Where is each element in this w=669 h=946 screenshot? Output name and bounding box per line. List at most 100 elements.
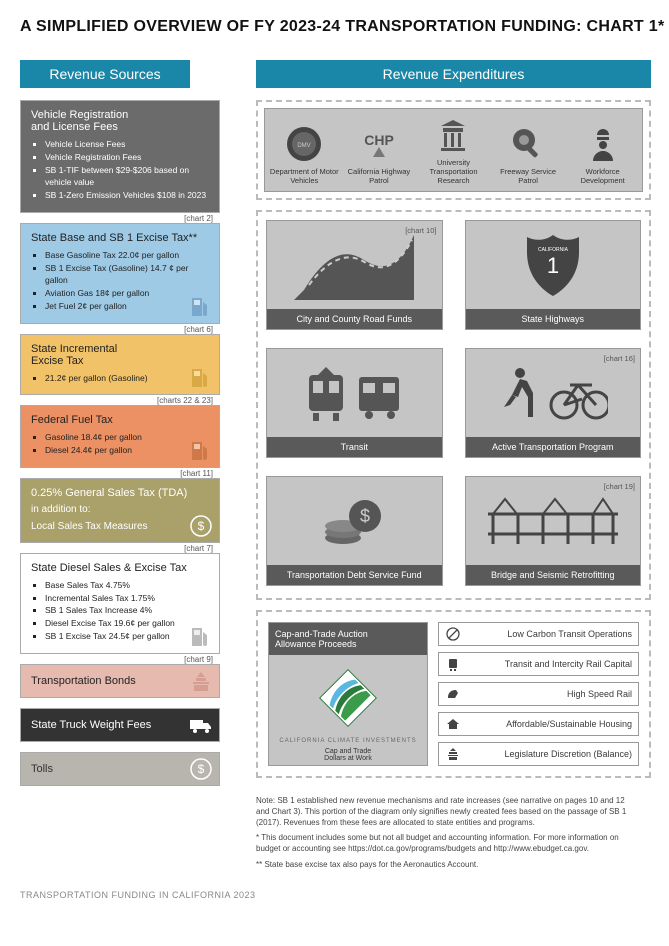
source-general-sales-tax: [chart 11] 0.25% General Sales Tax (TDA)… xyxy=(20,478,220,543)
cap-logo-text: CALIFORNIA CLIMATE INVESTMENTS xyxy=(279,738,416,744)
src-diesel-item: Base Sales Tax 4.75% xyxy=(45,579,209,592)
tile-active-transportation: [chart 16] Active Transportation Program xyxy=(465,348,642,458)
house-icon xyxy=(445,717,461,731)
source-incremental-excise: [chart 6] State Incremental Excise Tax 2… xyxy=(20,334,220,396)
src-tolls-title: Tolls xyxy=(31,763,209,775)
revenue-expenditures-header: Revenue Expenditures xyxy=(256,60,651,88)
train-icon xyxy=(445,657,461,671)
chart-ref: [charts 22 & 23] xyxy=(157,396,213,405)
src-excise-item: Aviation Gas 18¢ per gallon xyxy=(45,287,209,300)
tile-bridge-seismic: [chart 19] Bridge and Seismic Retrofitti… xyxy=(465,476,642,586)
chart-ref: [chart 2] xyxy=(184,214,213,223)
tile-city-county-roads: [chart 10] City and County Road Funds xyxy=(266,220,443,330)
cap-item-label: Transit and Intercity Rail Capital xyxy=(467,659,632,669)
dollar-circle-icon: $ xyxy=(187,514,215,538)
src-reg-item: Vehicle Registration Fees xyxy=(45,151,209,164)
cap-item-rail-capital: Transit and Intercity Rail Capital xyxy=(438,652,639,676)
cap-and-trade-box: Cap-and-Trade Auction Allowance Proceeds xyxy=(268,622,428,766)
tile-transit: Transit xyxy=(266,348,443,458)
cap-and-trade-group: Cap-and-Trade Auction Allowance Proceeds xyxy=(256,610,651,778)
source-tolls: Tolls $ xyxy=(20,752,220,786)
svg-text:CALIFORNIA: CALIFORNIA xyxy=(538,247,569,253)
src-tda-sub1: in addition to: xyxy=(31,504,209,515)
capitol-icon xyxy=(187,669,215,693)
transit-icon xyxy=(267,349,442,437)
svg-text:$: $ xyxy=(198,519,205,533)
wrench-gear-icon xyxy=(493,124,563,164)
hsr-icon xyxy=(445,687,461,701)
src-diesel-title: State Diesel Sales & Excise Tax xyxy=(31,562,209,574)
cap-item-label: Legislature Discretion (Balance) xyxy=(467,749,632,759)
agency-label: California Highway Patrol xyxy=(344,167,414,185)
src-fed-item: Diesel 24.4¢ per gallon xyxy=(45,444,209,457)
cap-item-label: Affordable/Sustainable Housing xyxy=(467,719,632,729)
src-reg-item: SB 1-TIF between $29-$206 based on vehic… xyxy=(45,164,209,190)
agency-label: Department of Motor Vehicles xyxy=(269,167,339,185)
gas-pump-icon xyxy=(187,366,215,390)
source-diesel-sales-excise: [chart 7] State Diesel Sales & Excise Ta… xyxy=(20,553,220,654)
agency-label: Freeway Service Patrol xyxy=(493,167,563,185)
note-2: * This document includes some but not al… xyxy=(256,833,633,855)
climate-investments-logo: CALIFORNIA CLIMATE INVESTMENTS Cap and T… xyxy=(269,655,427,765)
footnotes: Note: SB 1 established new revenue mecha… xyxy=(256,788,651,871)
gas-pump-icon xyxy=(187,625,215,649)
source-transportation-bonds: [chart 9] Transportation Bonds xyxy=(20,664,220,698)
cap-item-label: Low Carbon Transit Operations xyxy=(467,629,632,639)
tile-label: City and County Road Funds xyxy=(267,309,442,329)
cap-item-low-carbon: Low Carbon Transit Operations xyxy=(438,622,639,646)
tile-label: Bridge and Seismic Retrofitting xyxy=(466,565,641,585)
cap-logo-sub2: Dollars at Work xyxy=(324,755,372,762)
chp-badge-icon: CHP xyxy=(344,124,414,164)
truck-icon xyxy=(187,713,215,737)
agency-label: University Transportation Research xyxy=(418,158,488,185)
capitol-icon xyxy=(445,747,461,761)
university-icon xyxy=(418,115,488,155)
src-tda-sub2: Local Sales Tax Measures xyxy=(31,521,209,532)
gas-pump-icon xyxy=(187,439,215,463)
src-incr-title-l1: State Incremental xyxy=(31,343,117,355)
src-reg-title-l1: Vehicle Registration xyxy=(31,109,128,121)
src-diesel-item: Diesel Excise Tax 19.6¢ per gallon xyxy=(45,617,209,630)
svg-text:$: $ xyxy=(198,762,205,776)
src-fed-title: Federal Fuel Tax xyxy=(31,414,209,426)
revenue-sources-column: Revenue Sources Vehicle Registration and… xyxy=(0,60,220,876)
source-federal-fuel-tax: [charts 22 & 23] Federal Fuel Tax Gasoli… xyxy=(20,405,220,468)
cap-hdr-l1: Cap-and-Trade Auction xyxy=(275,629,368,639)
chart-ref: [chart 9] xyxy=(184,655,213,664)
src-excise-title: State Base and SB 1 Excise Tax** xyxy=(31,232,209,244)
src-reg-title-l2: and License Fees xyxy=(31,121,118,133)
highway-shield-icon: 1CALIFORNIA xyxy=(466,221,641,309)
svg-text:$: $ xyxy=(360,506,370,526)
agency-chp: CHP California Highway Patrol xyxy=(344,124,414,185)
src-diesel-item: SB 1 Sales Tax Increase 4% xyxy=(45,604,209,617)
agency-freeway-patrol: Freeway Service Patrol xyxy=(493,124,563,185)
cap-item-label: High Speed Rail xyxy=(467,689,632,699)
agency-dmv: DMV Department of Motor Vehicles xyxy=(269,124,339,185)
chart-ref: [chart 7] xyxy=(184,544,213,553)
revenue-expenditures-column: Revenue Expenditures DMV Department of M… xyxy=(220,60,669,876)
source-vehicle-registration: Vehicle Registration and License Fees Ve… xyxy=(20,100,220,213)
cap-logo-sub1: Cap and Trade xyxy=(325,748,371,755)
svg-text:1: 1 xyxy=(547,253,559,278)
src-excise-item: SB 1 Excise Tax (Gasoline) 14.7 ¢ per ga… xyxy=(45,262,209,288)
chart-ref: [chart 10] xyxy=(405,226,436,235)
tile-label: Transit xyxy=(267,437,442,457)
svg-text:CHP: CHP xyxy=(364,132,394,148)
page-title: A SIMPLIFIED OVERVIEW OF FY 2023-24 TRAN… xyxy=(0,0,669,36)
src-incr-title-l2: Excise Tax xyxy=(31,355,83,367)
src-bonds-title: Transportation Bonds xyxy=(31,675,209,687)
src-excise-item: Base Gasoline Tax 22.0¢ per gallon xyxy=(45,249,209,262)
note-1: Note: SB 1 established new revenue mecha… xyxy=(256,796,633,828)
note-3: ** State base excise tax also pays for t… xyxy=(256,860,633,871)
cap-item-legislature: Legislature Discretion (Balance) xyxy=(438,742,639,766)
src-excise-item: Jet Fuel 2¢ per gallon xyxy=(45,300,209,313)
cap-item-high-speed-rail: High Speed Rail xyxy=(438,682,639,706)
expenditure-tiles-group: [chart 10] City and County Road Funds 1C… xyxy=(256,210,651,600)
svg-text:DMV: DMV xyxy=(298,143,311,149)
coins-icon: $ xyxy=(267,477,442,565)
cap-hdr-l2: Allowance Proceeds xyxy=(275,639,357,649)
tile-state-highways: 1CALIFORNIA State Highways xyxy=(465,220,642,330)
src-reg-item: Vehicle License Fees xyxy=(45,138,209,151)
chart-ref: [chart 11] xyxy=(180,469,213,478)
src-truck-title: State Truck Weight Fees xyxy=(31,719,209,731)
